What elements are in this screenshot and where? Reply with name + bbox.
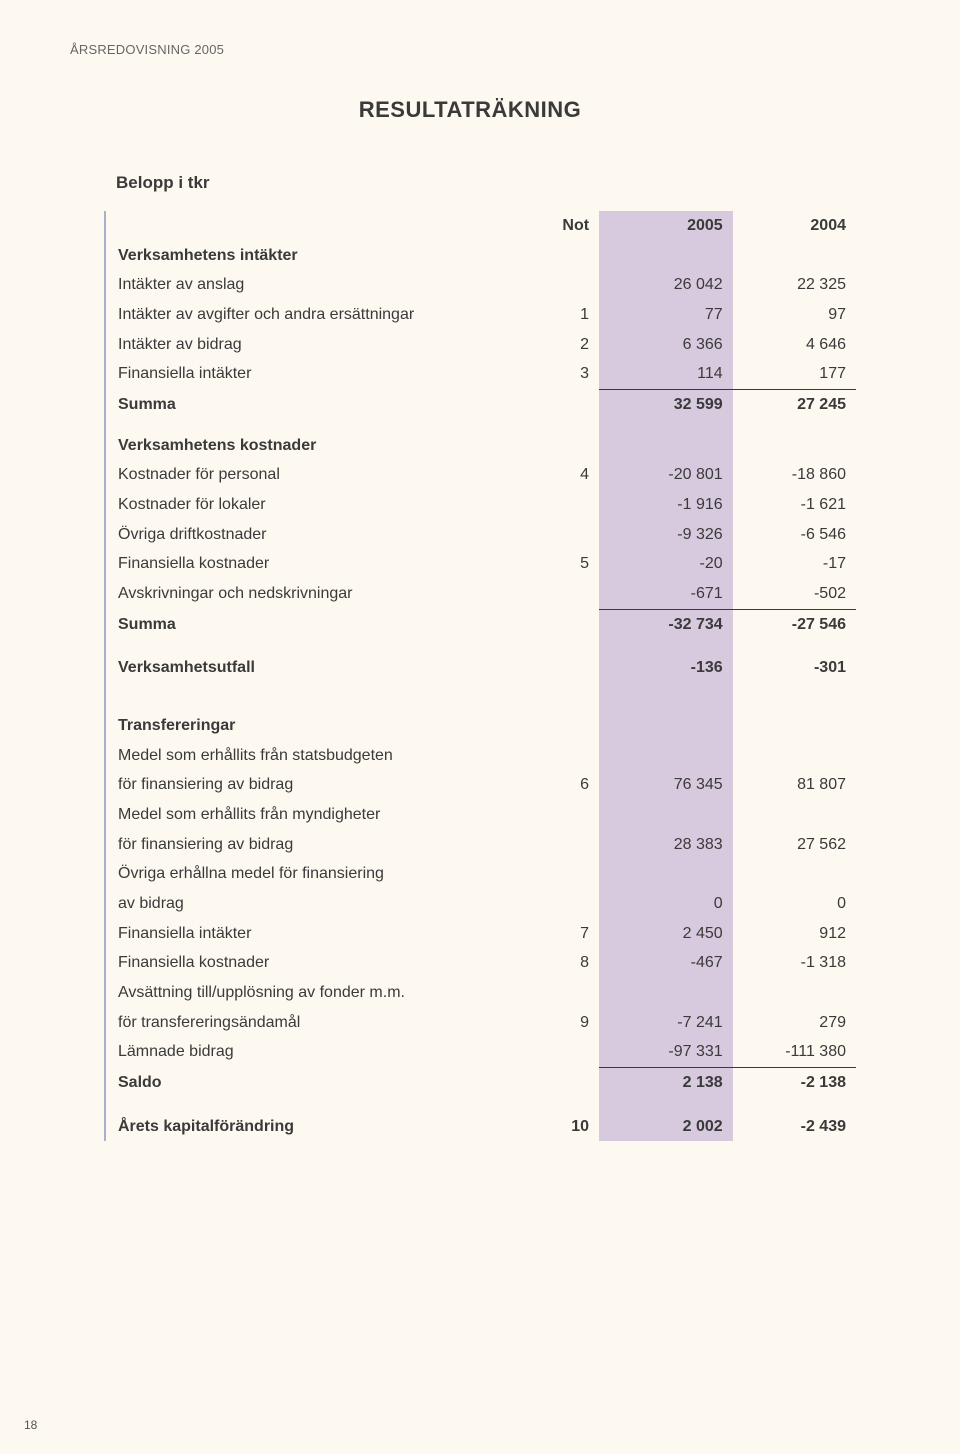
row-label: Kostnader för personal (116, 460, 527, 490)
summa1-2005: 32 599 (599, 389, 733, 420)
row-2004: -1 621 (733, 490, 856, 520)
row-label: Avskrivningar och nedskrivningar (116, 579, 527, 609)
row-not: 1 (527, 300, 599, 330)
row-2005: -7 241 (599, 1008, 733, 1038)
row-not: 7 (527, 919, 599, 949)
row-2005: 0 (599, 889, 733, 919)
row-label: Övriga erhållna medel för finansiering (116, 859, 527, 889)
row-2005: 26 042 (599, 270, 733, 300)
verksamhetsutfall-2004: -301 (733, 653, 856, 683)
row-label: Medel som erhållits från statsbudgeten (116, 741, 527, 771)
section1-head: Verksamhetens intäkter (116, 241, 527, 271)
row-label: Lämnade bidrag (116, 1037, 527, 1067)
kapital-not: 10 (527, 1112, 599, 1142)
row-not (527, 520, 599, 550)
row-2005: 6 366 (599, 330, 733, 360)
row-label: Finansiella kostnader (116, 948, 527, 978)
row-2005: 77 (599, 300, 733, 330)
row-not (527, 490, 599, 520)
subtitle: Belopp i tkr (116, 173, 870, 193)
summa1-label: Summa (116, 389, 527, 420)
page-number: 18 (24, 1418, 37, 1432)
row-2004: 4 646 (733, 330, 856, 360)
row-label: av bidrag (116, 889, 527, 919)
row-label: för finansiering av bidrag (116, 830, 527, 860)
row-2005: 114 (599, 359, 733, 389)
row-2005: -467 (599, 948, 733, 978)
row-2005: -9 326 (599, 520, 733, 550)
row-not: 3 (527, 359, 599, 389)
row-2005: 76 345 (599, 770, 733, 800)
col-not: Not (527, 211, 599, 241)
row-2004: 912 (733, 919, 856, 949)
row-2004: -6 546 (733, 520, 856, 550)
row-label: för finansiering av bidrag (116, 770, 527, 800)
row-2004: 177 (733, 359, 856, 389)
row-2004: 81 807 (733, 770, 856, 800)
row-2004: 0 (733, 889, 856, 919)
row-2005: -20 801 (599, 460, 733, 490)
row-not: 9 (527, 1008, 599, 1038)
saldo-2005: 2 138 (599, 1067, 733, 1098)
row-label: för transfereringsändamål (116, 1008, 527, 1038)
section3-head: Transfereringar (116, 711, 527, 741)
row-not (527, 270, 599, 300)
row-label: Avsättning till/upplösning av fonder m.m… (116, 978, 527, 1008)
summa2-2005: -32 734 (599, 609, 733, 640)
row-2004: 22 325 (733, 270, 856, 300)
row-2004: -1 318 (733, 948, 856, 978)
kapital-2005: 2 002 (599, 1112, 733, 1142)
verksamhetsutfall-label: Verksamhetsutfall (116, 653, 527, 683)
row-label: Finansiella intäkter (116, 359, 527, 389)
col-label-empty (116, 211, 527, 241)
kapital-2004: -2 439 (733, 1112, 856, 1142)
row-label: Finansiella intäkter (116, 919, 527, 949)
row-2005: -97 331 (599, 1037, 733, 1067)
row-label: Intäkter av avgifter och andra ersättnin… (116, 300, 527, 330)
row-label: Medel som erhållits från myndigheter (116, 800, 527, 830)
row-2004: -111 380 (733, 1037, 856, 1067)
row-label: Finansiella kostnader (116, 549, 527, 579)
saldo-2004: -2 138 (733, 1067, 856, 1098)
verksamhetsutfall-2005: -136 (599, 653, 733, 683)
row-2004: 279 (733, 1008, 856, 1038)
row-not: 6 (527, 770, 599, 800)
kapital-label: Årets kapitalförändring (116, 1112, 527, 1142)
saldo-label: Saldo (116, 1067, 527, 1098)
summa2-label: Summa (116, 609, 527, 640)
section-title: RESULTATRÄKNING (70, 97, 870, 123)
summa2-2004: -27 546 (733, 609, 856, 640)
row-not: 2 (527, 330, 599, 360)
row-2005: 28 383 (599, 830, 733, 860)
row-label: Intäkter av anslag (116, 270, 527, 300)
row-2005: -20 (599, 549, 733, 579)
row-2005: 2 450 (599, 919, 733, 949)
row-label: Kostnader för lokaler (116, 490, 527, 520)
row-2005: -671 (599, 579, 733, 609)
income-statement-table: Not 2005 2004 Verksamhetens intäkter Int… (104, 211, 870, 1141)
row-2004: 97 (733, 300, 856, 330)
col-2004: 2004 (733, 211, 856, 241)
left-vertical-rule (104, 211, 106, 1141)
row-2004: 27 562 (733, 830, 856, 860)
row-2005: -1 916 (599, 490, 733, 520)
row-not (527, 830, 599, 860)
row-not (527, 889, 599, 919)
col-2005: 2005 (599, 211, 733, 241)
row-2004: -17 (733, 549, 856, 579)
row-not (527, 579, 599, 609)
summa1-2004: 27 245 (733, 389, 856, 420)
row-not: 4 (527, 460, 599, 490)
row-not: 5 (527, 549, 599, 579)
section2-head: Verksamhetens kostnader (116, 420, 527, 461)
running-head: ÅRSREDOVISNING 2005 (70, 42, 870, 57)
row-not: 8 (527, 948, 599, 978)
row-2004: -502 (733, 579, 856, 609)
row-label: Intäkter av bidrag (116, 330, 527, 360)
row-2004: -18 860 (733, 460, 856, 490)
row-label: Övriga driftkostnader (116, 520, 527, 550)
row-not (527, 1037, 599, 1067)
